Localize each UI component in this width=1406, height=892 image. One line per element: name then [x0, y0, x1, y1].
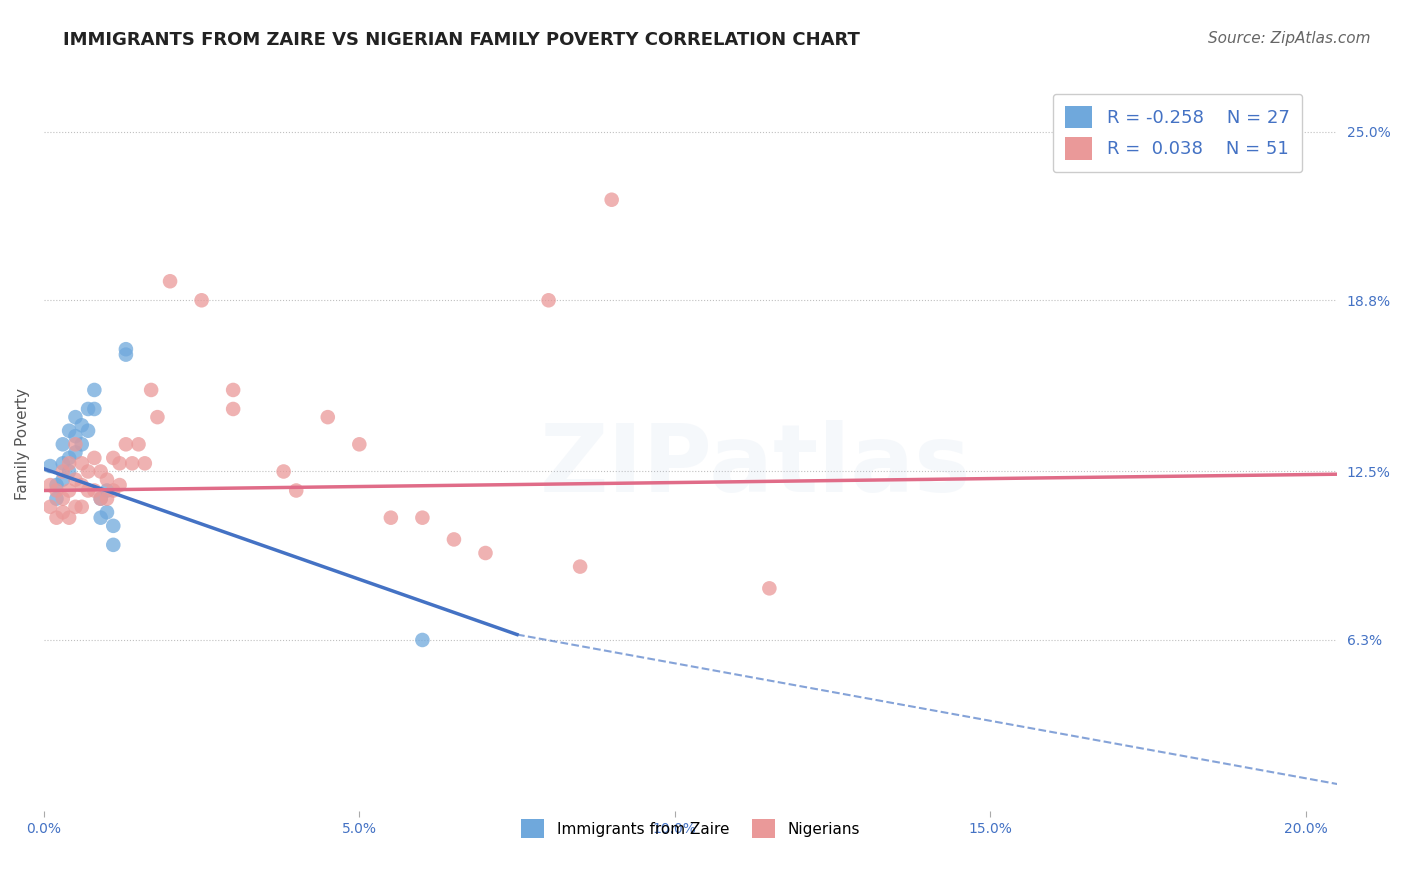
- Point: [70, 478, 93, 492]
- Point: [758, 582, 780, 596]
- Text: IMMIGRANTS FROM ZAIRE VS NIGERIAN FAMILY POVERTY CORRELATION CHART: IMMIGRANTS FROM ZAIRE VS NIGERIAN FAMILY…: [63, 31, 860, 49]
- Point: [52, 456, 75, 470]
- Point: [58, 465, 80, 479]
- Point: [103, 450, 125, 465]
- Point: [108, 456, 131, 470]
- Text: ZIPatlas: ZIPatlas: [540, 420, 972, 512]
- Point: [58, 424, 80, 438]
- Point: [70, 456, 93, 470]
- Point: [411, 510, 433, 524]
- Point: [443, 533, 465, 547]
- Point: [349, 437, 371, 451]
- Point: [65, 500, 87, 514]
- Point: [77, 424, 100, 438]
- Point: [115, 348, 138, 362]
- Point: [39, 500, 62, 514]
- Point: [70, 418, 93, 433]
- Point: [115, 437, 138, 451]
- Point: [83, 402, 105, 417]
- Text: Source: ZipAtlas.com: Source: ZipAtlas.com: [1208, 31, 1371, 46]
- Point: [83, 483, 105, 498]
- Point: [65, 445, 87, 459]
- Point: [39, 478, 62, 492]
- Point: [52, 505, 75, 519]
- Point: [134, 456, 156, 470]
- Point: [222, 383, 245, 397]
- Point: [77, 483, 100, 498]
- Point: [600, 193, 623, 207]
- Point: [96, 505, 118, 519]
- Point: [45, 478, 67, 492]
- Point: [96, 491, 118, 506]
- Point: [52, 491, 75, 506]
- Legend: Immigrants from Zaire, Nigerians: Immigrants from Zaire, Nigerians: [516, 813, 866, 844]
- Point: [65, 437, 87, 451]
- Point: [45, 491, 67, 506]
- Point: [39, 458, 62, 473]
- Point: [115, 342, 138, 356]
- Point: [285, 483, 308, 498]
- Point: [96, 483, 118, 498]
- Point: [380, 510, 402, 524]
- Point: [316, 410, 339, 425]
- Point: [103, 538, 125, 552]
- Point: [411, 632, 433, 647]
- Point: [52, 465, 75, 479]
- Point: [569, 559, 592, 574]
- Point: [121, 456, 143, 470]
- Point: [65, 429, 87, 443]
- Point: [474, 546, 496, 560]
- Point: [128, 437, 150, 451]
- Point: [90, 465, 112, 479]
- Point: [45, 510, 67, 524]
- Point: [52, 473, 75, 487]
- Point: [90, 510, 112, 524]
- Point: [222, 402, 245, 417]
- Point: [159, 274, 181, 288]
- Y-axis label: Family Poverty: Family Poverty: [15, 388, 30, 500]
- Point: [70, 500, 93, 514]
- Point: [90, 491, 112, 506]
- Point: [58, 456, 80, 470]
- Point: [139, 383, 162, 397]
- Point: [190, 293, 212, 308]
- Point: [65, 473, 87, 487]
- Point: [83, 450, 105, 465]
- Point: [58, 450, 80, 465]
- Point: [103, 483, 125, 498]
- Point: [52, 437, 75, 451]
- Point: [103, 519, 125, 533]
- Point: [70, 437, 93, 451]
- Point: [65, 410, 87, 425]
- Point: [45, 483, 67, 498]
- Point: [537, 293, 560, 308]
- Point: [58, 510, 80, 524]
- Point: [58, 483, 80, 498]
- Point: [83, 383, 105, 397]
- Point: [273, 465, 295, 479]
- Point: [96, 473, 118, 487]
- Point: [146, 410, 169, 425]
- Point: [90, 491, 112, 506]
- Point: [77, 465, 100, 479]
- Point: [77, 402, 100, 417]
- Point: [108, 478, 131, 492]
